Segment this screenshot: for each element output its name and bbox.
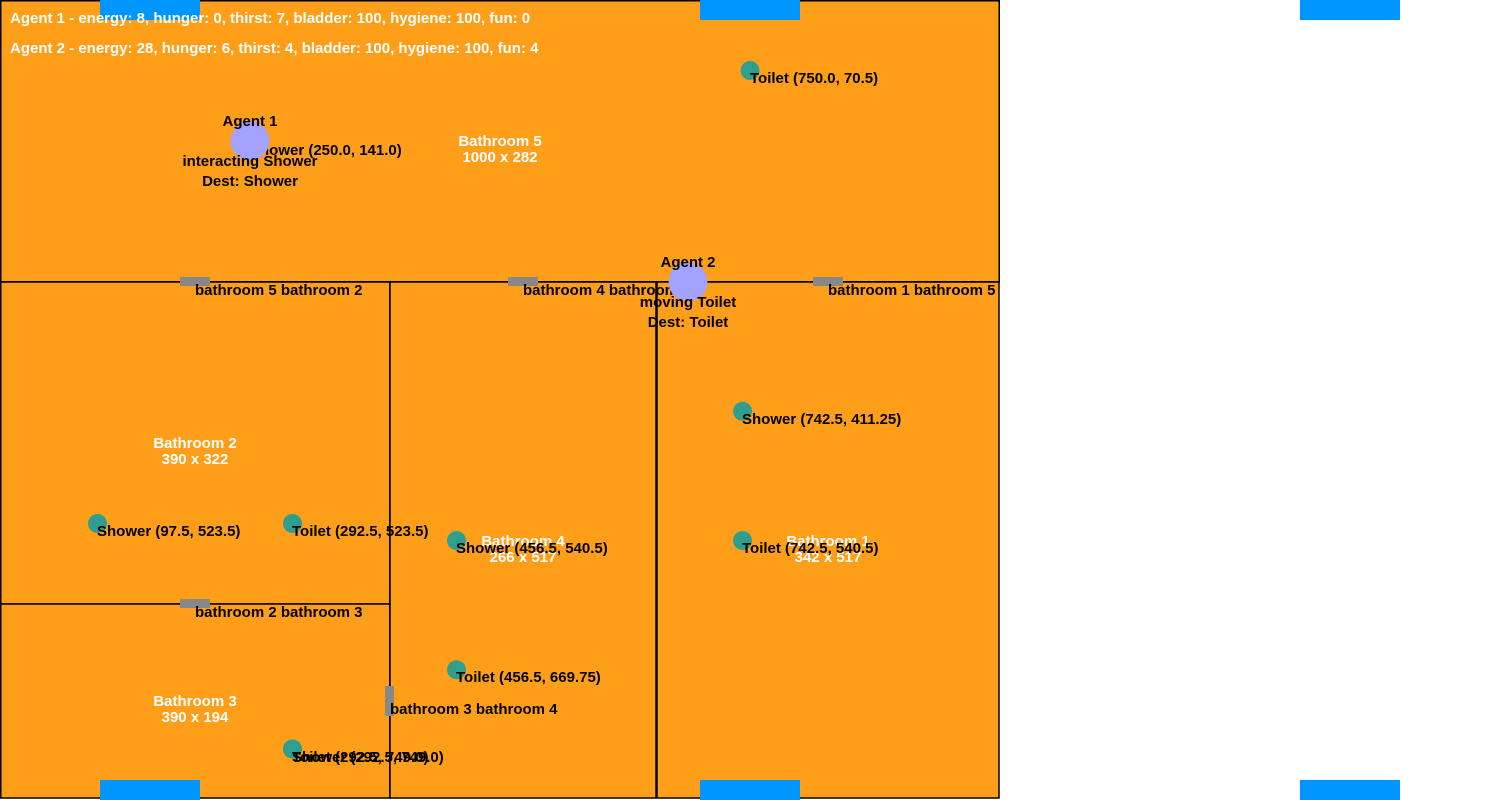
agent-2-destination: Dest: Toilet [648, 314, 729, 331]
object-labels: Toilet (750.0, 70.5) Shower (250.0, 141.… [97, 70, 901, 766]
spawn-marker [100, 0, 200, 20]
room-bathroom-5 [0, 0, 1000, 283]
toilet-icon [733, 531, 752, 550]
object-label-shower: Shower (250.0, 141.0) [250, 142, 402, 159]
room-name-bathroom-5: Bathroom 5 [458, 133, 541, 150]
object-label-shower: Shower (292.5, 749.0) [292, 749, 444, 766]
spawn-marker [700, 780, 800, 800]
agent-1-status: Agent 1 - energy: 8, hunger: 0, thirst: … [10, 10, 530, 27]
toilet-icon [447, 660, 466, 680]
agent-2-status: Agent 2 - energy: 28, hunger: 6, thirst:… [10, 40, 539, 57]
object-label-shower: Shower (97.5, 523.5) [97, 523, 240, 540]
agent-2-state: moving Toilet [640, 294, 736, 311]
room-size-bathroom-3: 390 x 194 [162, 709, 229, 726]
room-name-bathroom-3: Bathroom 3 [153, 693, 236, 710]
agent-2-avatar [668, 262, 708, 302]
room-bathroom-2 [0, 281, 391, 605]
spawn-markers [100, 0, 1400, 800]
agent-labels: Agent 1 interacting Shower Dest: Shower … [182, 113, 736, 331]
toilet-icon [283, 514, 302, 533]
object-label-toilet: Toilet (750.0, 70.5) [750, 70, 878, 87]
room-labels: Bathroom 5 1000 x 282 Bathroom 2 390 x 3… [153, 133, 869, 726]
spawn-marker [1300, 0, 1400, 20]
agent-1-destination: Dest: Shower [202, 173, 298, 190]
agent-2-name: Agent 2 [660, 254, 715, 271]
door-label: bathroom 5 bathroom 2 [195, 282, 363, 299]
object-label-toilet: Toilet (292.5, 749.0) [292, 749, 428, 766]
doors-layer [180, 277, 843, 716]
room-bathroom-4 [389, 281, 657, 799]
door-bathroom-3-bathroom-4 [385, 686, 394, 716]
spawn-marker [700, 0, 800, 20]
door-bathroom-4-bathroom-5 [508, 277, 538, 286]
status-overlay: Agent 1 - energy: 8, hunger: 0, thirst: … [10, 10, 539, 57]
room-size-bathroom-4: 266 x 517 [490, 549, 557, 566]
objects-layer [88, 61, 760, 759]
door-bathroom-2-bathroom-3 [180, 599, 210, 608]
rooms-layer [0, 0, 1000, 799]
shower-icon [733, 401, 752, 421]
toilet-icon [283, 739, 302, 759]
toilet-icon [740, 61, 760, 80]
shower-icon [88, 514, 107, 533]
door-labels: bathroom 5 bathroom 2 bathroom 4 bathroo… [195, 282, 996, 718]
agent-1-name: Agent 1 [222, 113, 277, 130]
room-size-bathroom-5: 1000 x 282 [462, 149, 537, 166]
agent-1-state: interacting Shower [182, 153, 317, 170]
agent-1-avatar [230, 121, 270, 161]
door-label: bathroom 3 bathroom 4 [390, 701, 558, 718]
door-bathroom-1-bathroom-5 [813, 277, 843, 286]
door-label: bathroom 2 bathroom 3 [195, 604, 363, 621]
room-name-bathroom-2: Bathroom 2 [153, 435, 236, 452]
door-bathroom-5-bathroom-2 [180, 277, 210, 286]
agents-layer [230, 121, 708, 302]
spawn-marker [1300, 780, 1400, 800]
door-label: bathroom 4 bathroom 5 [523, 282, 691, 299]
object-label-toilet: Toilet (456.5, 669.75) [456, 669, 601, 686]
room-bathroom-1 [656, 281, 1000, 799]
room-name-bathroom-4: Bathroom 4 [481, 533, 565, 550]
spawn-marker [100, 780, 200, 800]
room-size-bathroom-1: 342 x 517 [795, 549, 862, 566]
room-size-bathroom-2: 390 x 322 [162, 451, 229, 468]
door-label: bathroom 1 bathroom 5 [828, 282, 996, 299]
object-label-shower: Shower (456.5, 540.5) [456, 540, 608, 557]
room-name-bathroom-1: Bathroom 1 [786, 533, 869, 550]
object-label-toilet: Toilet (742.5, 540.5) [742, 540, 878, 557]
object-label-toilet: Toilet (292.5, 523.5) [292, 523, 428, 540]
object-label-shower: Shower (742.5, 411.25) [742, 411, 901, 428]
shower-icon [447, 531, 466, 550]
